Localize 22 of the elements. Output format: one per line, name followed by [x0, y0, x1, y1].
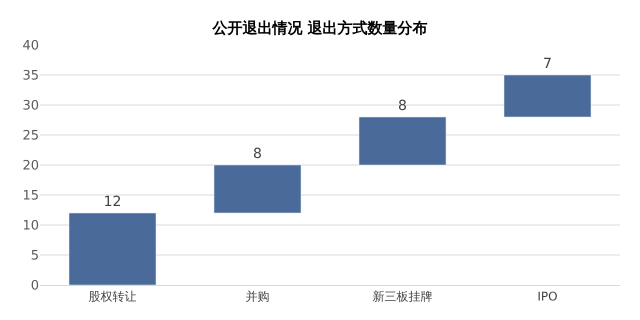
y-tick-label: 5: [30, 248, 39, 264]
bar: [214, 164, 302, 214]
y-tick-label: 40: [22, 38, 39, 54]
x-tick-label: 并购: [246, 289, 270, 304]
y-tick-label: 35: [22, 68, 39, 84]
bar: [68, 212, 156, 285]
x-tick-label: IPO: [537, 289, 558, 304]
data-label: 8: [253, 146, 262, 162]
data-label: 8: [398, 98, 407, 114]
x-tick-label: 股权转让: [88, 289, 136, 304]
y-tick-label: 10: [22, 218, 39, 234]
data-label: 12: [104, 194, 122, 210]
bar: [358, 116, 446, 166]
y-tick-label: 15: [22, 188, 39, 204]
data-label: 7: [543, 56, 552, 72]
x-tick-label: 新三板挂牌: [372, 289, 432, 304]
y-tick-label: 30: [22, 98, 39, 114]
chart-title: 公开退出情况 退出方式数量分布: [211, 18, 428, 37]
y-tick-label: 20: [22, 158, 39, 174]
y-tick-label: 0: [30, 278, 39, 294]
bar: [504, 74, 592, 118]
y-tick-label: 25: [22, 128, 39, 144]
